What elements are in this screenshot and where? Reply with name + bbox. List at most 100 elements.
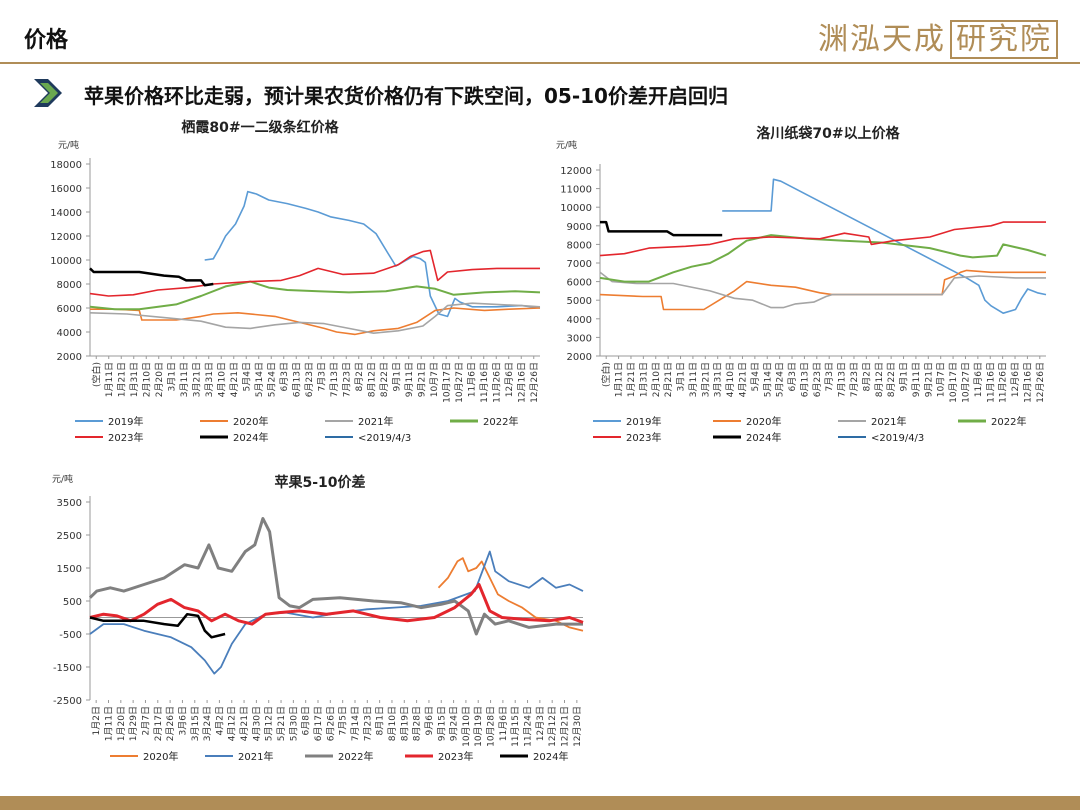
x-tick-label: 4月2日	[214, 706, 225, 735]
x-tick-label: 10月19日	[473, 706, 484, 747]
legend-item: 2019年	[75, 415, 143, 428]
legend-label: 2023年	[626, 431, 661, 444]
legend-item: 2020年	[200, 415, 268, 428]
x-tick-label: 5月12日	[264, 706, 275, 741]
legend-item: 2023年	[593, 431, 661, 444]
x-tick-label: 3月15日	[190, 706, 201, 741]
x-tick-label: 1月20日	[116, 706, 127, 741]
header-divider	[0, 62, 1080, 64]
legend-item: 2024年	[713, 431, 781, 444]
y-tick-label: -500	[59, 630, 82, 641]
y-tick-label: 12000	[50, 232, 82, 243]
legend-item: 2021年	[325, 415, 393, 428]
x-tick-label: 9月15日	[436, 706, 447, 741]
x-tick-label: 4月10日	[216, 362, 227, 397]
legend-label: 2022年	[991, 415, 1026, 428]
x-tick-label: 7月3日	[824, 362, 835, 391]
chart-title: 洛川纸袋70#以上价格	[756, 125, 900, 142]
x-tick-label: 3月11日	[179, 362, 190, 397]
headline: 苹果价格环比走弱，预计果农货价格仍有下跌空间，05-10价差开启回归	[84, 84, 728, 108]
y-tick-label: 3000	[567, 333, 592, 344]
y-tick-label: 16000	[50, 184, 82, 195]
x-tick-label: 6月23日	[304, 362, 315, 397]
x-tick-label: 3月24日	[202, 706, 213, 741]
y-tick-label: 4000	[57, 328, 82, 339]
x-tick-label: 11月26日	[998, 362, 1009, 403]
y-tick-label: 9000	[567, 222, 592, 233]
x-tick-label: 8月28日	[412, 706, 423, 741]
x-tick-label: 5月4日	[241, 362, 252, 391]
x-tick-label: 1月11日	[614, 362, 625, 397]
x-tick-label: 12月30日	[572, 706, 583, 747]
x-tick-label: 4月10日	[725, 362, 736, 397]
x-tick-label: 1月11日	[104, 362, 115, 397]
y-axis-unit: 元/吨	[52, 473, 73, 485]
x-tick-label: 9月21日	[416, 362, 427, 397]
x-tick-label: 11月6日	[466, 362, 477, 397]
x-tick-label: 10月27日	[454, 362, 465, 403]
x-tick-label: 3月11日	[688, 362, 699, 397]
x-tick-label: 11月16日	[985, 362, 996, 403]
x-tick-label: 2月17日	[153, 706, 164, 741]
x-tick-label: 5月14日	[762, 362, 773, 397]
y-tick-label: 8000	[57, 280, 82, 291]
x-tick-label: 3月21日	[191, 362, 202, 397]
legend-label: 2024年	[746, 431, 781, 444]
y-tick-label: 14000	[50, 208, 82, 219]
series-line-2024	[600, 220, 723, 237]
series-line-2021	[599, 271, 1046, 309]
legend-item: 2022年	[958, 415, 1026, 428]
legend-label: 2021年	[871, 415, 906, 428]
x-tick-label: 7月14日	[350, 706, 361, 741]
y-axis-unit: 元/吨	[58, 139, 79, 151]
x-tick-label: 3月31日	[204, 362, 215, 397]
x-tick-label: 5月24日	[266, 362, 277, 397]
x-tick-label: 2月20日	[154, 362, 165, 397]
series-line-2024	[89, 267, 214, 287]
x-tick-label: 5月24日	[775, 362, 786, 397]
x-tick-label: 7月13日	[329, 362, 340, 397]
x-tick-label: 9月6日	[424, 706, 435, 735]
x-tick-label: 9月1日	[391, 362, 402, 391]
x-tick-label: 8月12日	[874, 362, 885, 397]
legend-label: 2022年	[483, 415, 518, 428]
x-tick-label: 11月16日	[479, 362, 490, 403]
x-tick-label: 7月23日	[362, 706, 373, 741]
y-tick-label: 6000	[57, 304, 82, 315]
x-tick-label: 8月1日	[375, 706, 386, 735]
y-tick-label: 7000	[567, 259, 592, 270]
legend-item: 2024年	[500, 750, 568, 763]
x-tick-label: 11月26日	[491, 362, 502, 403]
x-tick-label: 8月2日	[354, 362, 365, 391]
x-tick-label: 1月29日	[128, 706, 139, 741]
y-axis-unit: 元/吨	[556, 139, 577, 151]
x-tick-label: 7月23日	[849, 362, 860, 397]
x-tick-label: 6月26日	[325, 706, 336, 741]
x-tick-label: 2月26日	[165, 706, 176, 741]
x-tick-label: 7月23日	[341, 362, 352, 397]
x-tick-label: 12月12日	[547, 706, 558, 747]
legend-item: 2021年	[838, 415, 906, 428]
logo-text: 渊泓天成	[818, 22, 946, 57]
legend-item: <2019/4/3	[838, 433, 924, 444]
page-title: 价格	[24, 28, 69, 53]
x-tick-label: 7月5日	[338, 706, 349, 735]
series-line-2019	[204, 190, 541, 318]
legend-label: 2020年	[143, 750, 178, 763]
y-tick-label: 2000	[57, 352, 82, 363]
legend-item: 2022年	[305, 750, 373, 763]
x-tick-label: 9月11日	[404, 362, 415, 397]
y-tick-label: 5000	[567, 296, 592, 307]
legend-item: 2023年	[75, 431, 143, 444]
x-tick-label: 1月11日	[103, 706, 114, 741]
legend-label: 2024年	[533, 750, 568, 763]
x-tick-label: 8月19日	[399, 706, 410, 741]
x-tick-label: 11月6日	[973, 362, 984, 397]
x-tick-label: 3月31日	[713, 362, 724, 397]
x-tick-label: 10月17日	[948, 362, 959, 403]
legend-label: 2024年	[233, 431, 268, 444]
x-tick-label: 6月13日	[291, 362, 302, 397]
legend-item: 2021年	[205, 750, 273, 763]
x-tick-label: 10月10日	[461, 706, 472, 747]
x-tick-label: 9月1日	[899, 362, 910, 391]
